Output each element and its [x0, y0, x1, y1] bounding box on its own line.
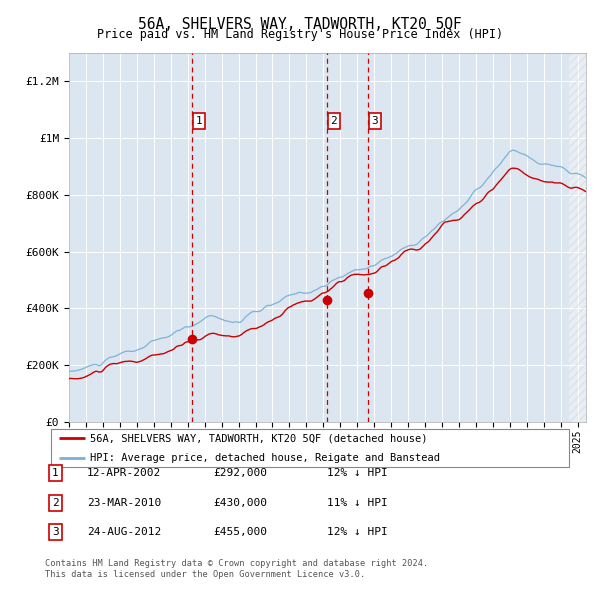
- Text: Price paid vs. HM Land Registry's House Price Index (HPI): Price paid vs. HM Land Registry's House …: [97, 28, 503, 41]
- FancyBboxPatch shape: [50, 429, 569, 467]
- Text: 2: 2: [331, 116, 337, 126]
- Text: 56A, SHELVERS WAY, TADWORTH, KT20 5QF (detached house): 56A, SHELVERS WAY, TADWORTH, KT20 5QF (d…: [90, 434, 427, 444]
- Text: 3: 3: [52, 527, 59, 537]
- Text: £430,000: £430,000: [213, 498, 267, 507]
- Text: 2: 2: [52, 498, 59, 507]
- Text: 11% ↓ HPI: 11% ↓ HPI: [327, 498, 388, 507]
- Text: This data is licensed under the Open Government Licence v3.0.: This data is licensed under the Open Gov…: [45, 571, 365, 579]
- Bar: [569, 53, 588, 422]
- Text: HPI: Average price, detached house, Reigate and Banstead: HPI: Average price, detached house, Reig…: [90, 454, 440, 463]
- Text: 12% ↓ HPI: 12% ↓ HPI: [327, 527, 388, 537]
- Text: 1: 1: [196, 116, 203, 126]
- Text: 24-AUG-2012: 24-AUG-2012: [87, 527, 161, 537]
- Text: 3: 3: [371, 116, 378, 126]
- Text: £455,000: £455,000: [213, 527, 267, 537]
- Text: 23-MAR-2010: 23-MAR-2010: [87, 498, 161, 507]
- Text: £292,000: £292,000: [213, 468, 267, 478]
- Text: 12-APR-2002: 12-APR-2002: [87, 468, 161, 478]
- Text: 1: 1: [52, 468, 59, 478]
- Text: 12% ↓ HPI: 12% ↓ HPI: [327, 468, 388, 478]
- Text: 56A, SHELVERS WAY, TADWORTH, KT20 5QF: 56A, SHELVERS WAY, TADWORTH, KT20 5QF: [138, 17, 462, 31]
- Text: Contains HM Land Registry data © Crown copyright and database right 2024.: Contains HM Land Registry data © Crown c…: [45, 559, 428, 568]
